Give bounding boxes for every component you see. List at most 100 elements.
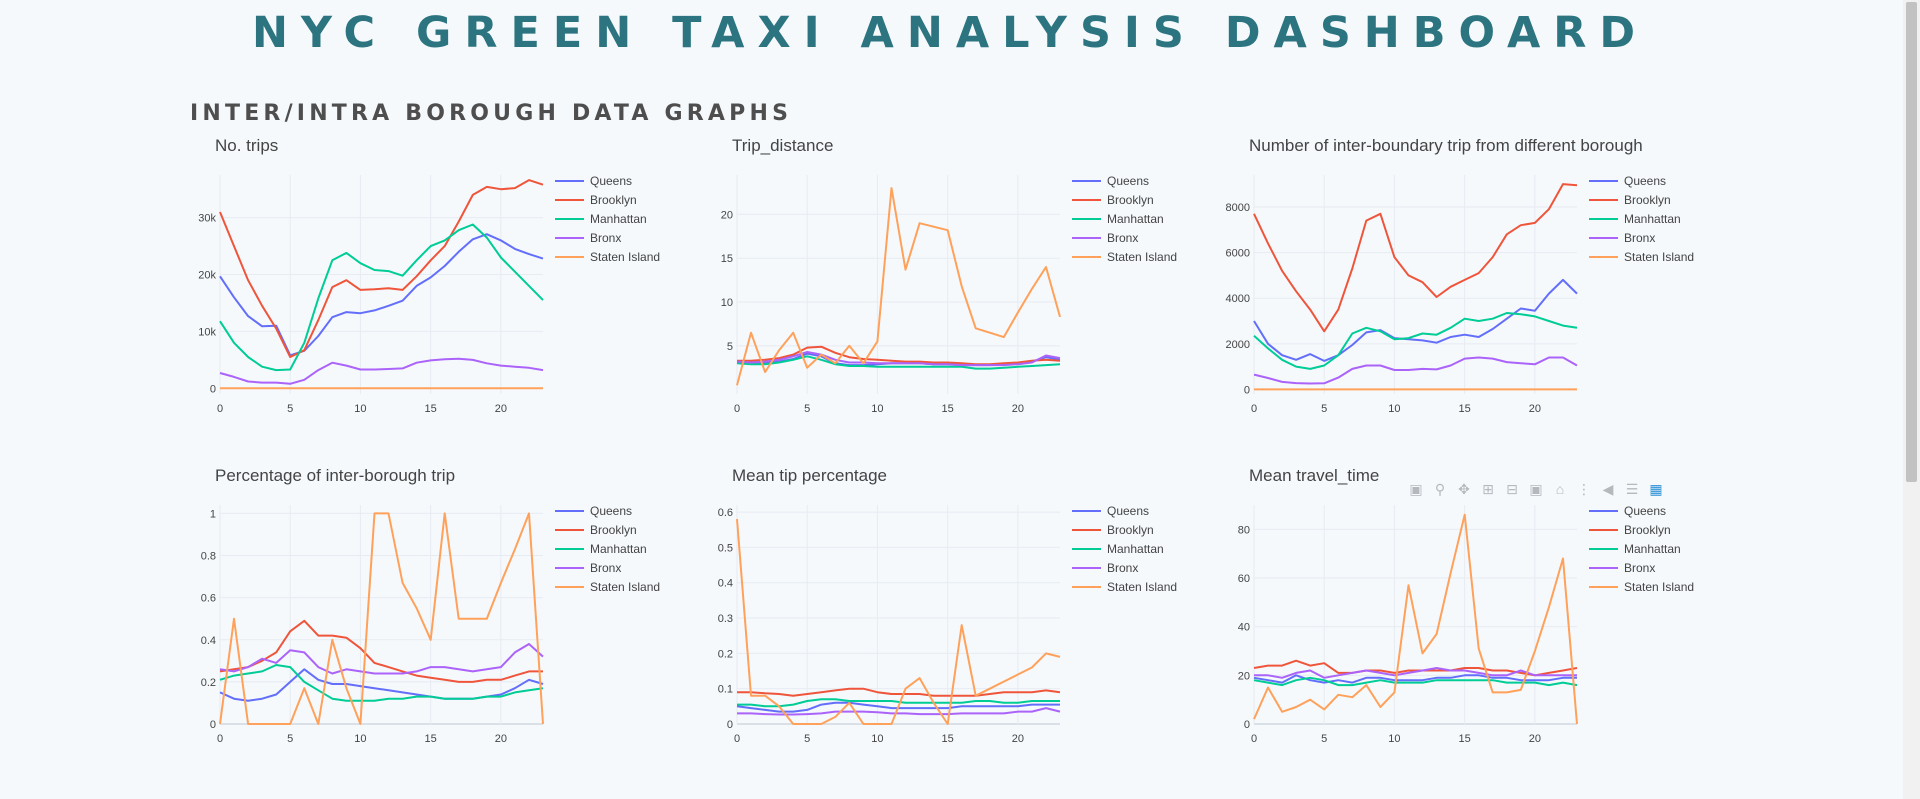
x-tick-label: 5 <box>287 403 293 415</box>
spike-lines-icon[interactable]: ⋮ <box>1577 480 1591 497</box>
x-tick-label: 20 <box>1529 733 1541 745</box>
chart-svg[interactable]: No. trips 0 10k 20k 30k 0 5 10 15 20 Queens Brookly… <box>190 130 710 450</box>
y-tick-label: 10k <box>198 326 216 338</box>
legend-label: Manhattan <box>590 212 647 226</box>
y-tick-label: 0 <box>1244 384 1250 396</box>
x-tick-label: 5 <box>1321 733 1327 745</box>
series-line-queens <box>219 233 544 357</box>
x-tick-label: 20 <box>495 403 507 415</box>
x-tick-label: 15 <box>1459 403 1471 415</box>
home-icon[interactable]: ⌂ <box>1555 481 1565 497</box>
camera-icon[interactable]: ▣ <box>1409 480 1423 497</box>
y-tick-label: 0 <box>210 383 216 395</box>
legend-label: Manhattan <box>1624 212 1681 226</box>
series-line-brooklyn <box>1253 659 1578 677</box>
legend-label: Staten Island <box>1107 580 1177 594</box>
hover-closest-icon[interactable]: ◀ <box>1602 480 1614 497</box>
y-tick-label: 4000 <box>1226 293 1250 305</box>
series-line-manhattan <box>219 664 544 702</box>
legend-label: Brooklyn <box>1624 193 1671 207</box>
chart-no-trips[interactable]: No. trips 0 10k 20k 30k 0 5 10 15 20 Queens Brookly… <box>190 130 710 450</box>
legend-label: Queens <box>590 174 632 188</box>
plotly-logo-icon[interactable]: ▦ <box>1649 480 1663 497</box>
y-tick-label: 0.2 <box>201 677 216 689</box>
legend-label: Bronx <box>590 561 621 575</box>
x-tick-label: 10 <box>354 403 366 415</box>
legend-label: Brooklyn <box>590 523 637 537</box>
y-tick-label: 0 <box>210 719 216 731</box>
legend-label: Bronx <box>1624 231 1655 245</box>
x-tick-label: 0 <box>1251 403 1257 415</box>
chart-title: Number of inter-boundary trip from diffe… <box>1249 136 1643 155</box>
legend-label: Queens <box>1107 504 1149 518</box>
chart-title: Percentage of inter-borough trip <box>215 466 455 485</box>
y-tick-label: 0.4 <box>718 578 733 590</box>
legend-label: Manhattan <box>1107 212 1164 226</box>
series-line-bronx <box>219 643 544 675</box>
x-tick-label: 0 <box>217 733 223 745</box>
x-tick-label: 15 <box>942 403 954 415</box>
x-tick-label: 15 <box>942 733 954 745</box>
y-tick-label: 30k <box>198 213 216 225</box>
hover-compare-icon[interactable]: ☰ <box>1625 480 1639 497</box>
chart-svg[interactable]: Percentage of inter-borough trip 0 0.2 0.4 0… <box>190 460 710 780</box>
x-tick-label: 0 <box>1251 733 1257 745</box>
chart-title: Mean travel_time <box>1249 466 1379 485</box>
legend-label: Queens <box>590 504 632 518</box>
zoom-in-icon[interactable]: ⊞ <box>1482 480 1494 497</box>
y-tick-label: 0 <box>727 719 733 731</box>
y-tick-label: 10 <box>721 297 733 309</box>
chart-trip-distance[interactable]: Trip_distance 5 10 15 20 0 5 10 15 20 Queens Brookl… <box>707 130 1227 450</box>
legend-label: Brooklyn <box>1107 523 1154 537</box>
chart-mean-tip[interactable]: Mean tip percentage 0 0.1 0.2 0.3 0.4 0.5 0.6 0 5… <box>707 460 1227 780</box>
y-tick-label: 1 <box>210 508 216 520</box>
y-tick-label: 0.2 <box>718 648 733 660</box>
chart-inter-boundary-trips[interactable]: Number of inter-boundary trip from diffe… <box>1224 130 1744 450</box>
series-line-manhattan <box>737 698 1060 708</box>
series-line-manhattan <box>219 223 544 372</box>
legend-label: Staten Island <box>1624 580 1694 594</box>
y-tick-label: 20k <box>198 270 216 282</box>
x-tick-label: 5 <box>1321 403 1327 415</box>
legend-label: Brooklyn <box>1107 193 1154 207</box>
chart-inter-borough-percentage[interactable]: Percentage of inter-borough trip 0 0.2 0.4 0… <box>190 460 710 780</box>
series-line-brooklyn <box>737 687 1061 697</box>
y-tick-label: 60 <box>1238 573 1250 585</box>
page-title: NYC GREEN TAXI ANALYSIS DASHBOARD <box>251 8 1649 58</box>
chart-svg[interactable]: Number of inter-boundary trip from diffe… <box>1224 130 1744 450</box>
scrollbar-thumb[interactable] <box>1906 2 1917 482</box>
legend-label: Manhattan <box>590 542 647 556</box>
x-tick-label: 0 <box>217 403 223 415</box>
legend-label: Queens <box>1107 174 1149 188</box>
series-line-manhattan <box>736 355 1061 370</box>
x-tick-label: 10 <box>354 733 366 745</box>
modebar: ▣ ⚲ ✥ ⊞ ⊟ ▣ ⌂ ⋮ ◀ ☰ ▦ <box>1405 478 1667 500</box>
series-line-manhattan <box>1253 312 1578 370</box>
autoscale-icon[interactable]: ▣ <box>1529 480 1543 497</box>
legend-label: Bronx <box>590 231 621 245</box>
series-line-bronx <box>219 357 544 385</box>
series-line-staten-island <box>219 512 544 725</box>
zoom-icon[interactable]: ⚲ <box>1434 480 1446 497</box>
y-tick-label: 15 <box>721 253 733 265</box>
zoom-out-icon[interactable]: ⊟ <box>1506 480 1518 497</box>
series-line-bronx <box>1253 356 1578 385</box>
series-line-brooklyn <box>1253 183 1578 333</box>
series-line-staten-island <box>1253 513 1578 725</box>
y-tick-label: 0.8 <box>201 551 216 563</box>
chart-mean-travel-time[interactable]: Mean travel_time 0 20 40 60 80 0 5 10 15 20 Queens B… <box>1224 460 1744 780</box>
pan-icon[interactable]: ✥ <box>1458 480 1470 497</box>
chart-svg[interactable]: Mean travel_time 0 20 40 60 80 0 5 10 15 20 Queens B… <box>1224 460 1744 780</box>
x-tick-label: 10 <box>1388 403 1400 415</box>
x-tick-label: 20 <box>495 733 507 745</box>
x-tick-label: 10 <box>1388 733 1400 745</box>
series-line-bronx <box>736 351 1061 367</box>
chart-svg[interactable]: Mean tip percentage 0 0.1 0.2 0.3 0.4 0.5 0.6 0 5… <box>707 460 1227 780</box>
page-scrollbar[interactable] <box>1903 0 1920 799</box>
chart-svg[interactable]: Trip_distance 5 10 15 20 0 5 10 15 20 Queens Brookl… <box>707 130 1227 450</box>
x-tick-label: 5 <box>804 733 810 745</box>
y-tick-label: 0 <box>1244 719 1250 731</box>
x-tick-label: 5 <box>287 733 293 745</box>
y-tick-label: 0.1 <box>718 684 733 696</box>
section-title: INTER/INTRA BOROUGH DATA GRAPHS <box>190 101 793 126</box>
